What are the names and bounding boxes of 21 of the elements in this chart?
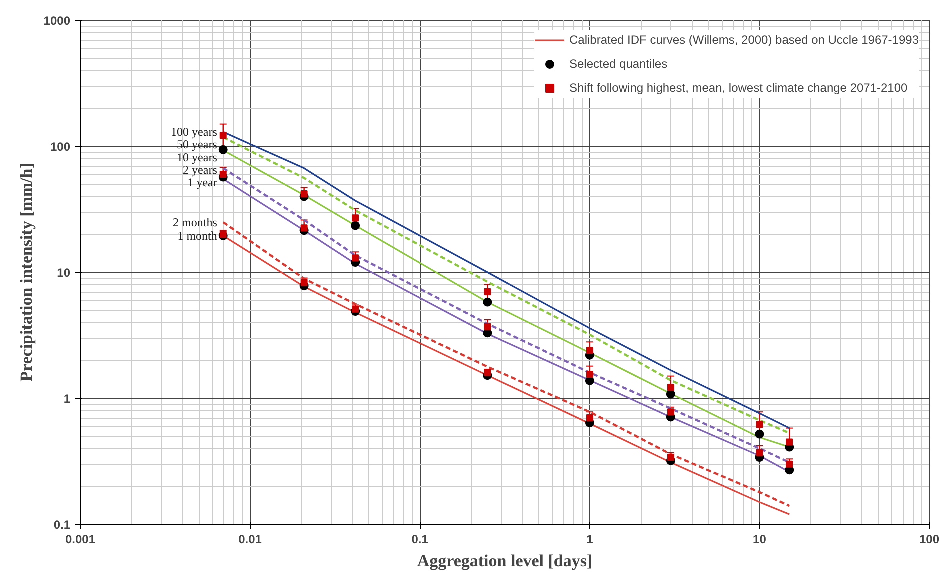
annotation: 2 months <box>173 215 218 230</box>
y-axis-title: Precipitation intensity [mm/h] <box>16 163 36 382</box>
x-tick-label: 0.001 <box>65 532 96 546</box>
x-tick-label: 1 <box>586 532 594 546</box>
legend-label: Calibrated IDF curves (Willems, 2000) based on Uccle 1967-1993 <box>570 33 919 47</box>
x-axis-title: Aggregation level [days] <box>417 552 593 570</box>
legend-label: Selected quantiles <box>570 57 668 71</box>
x-tick-label: 10 <box>753 532 767 546</box>
annotation: 1 year <box>188 176 218 190</box>
x-tick-label: 100 <box>919 532 939 546</box>
annotation: 100 years <box>171 125 218 140</box>
y-tick-label: 100 <box>50 140 71 154</box>
y-tick-label: 1000 <box>44 14 71 28</box>
annotation: 1 month <box>178 228 218 243</box>
annotation: 10 years <box>177 150 218 164</box>
y-tick-label: 10 <box>57 266 71 280</box>
y-tick-label: 0.1 <box>54 518 71 532</box>
x-tick-label: 0.01 <box>238 532 262 546</box>
legend-label: Shift following highest, mean, lowest climate change 2071-2100 <box>570 81 908 95</box>
y-tick-label: 1 <box>64 392 71 406</box>
x-tick-label: 0.1 <box>412 532 429 546</box>
